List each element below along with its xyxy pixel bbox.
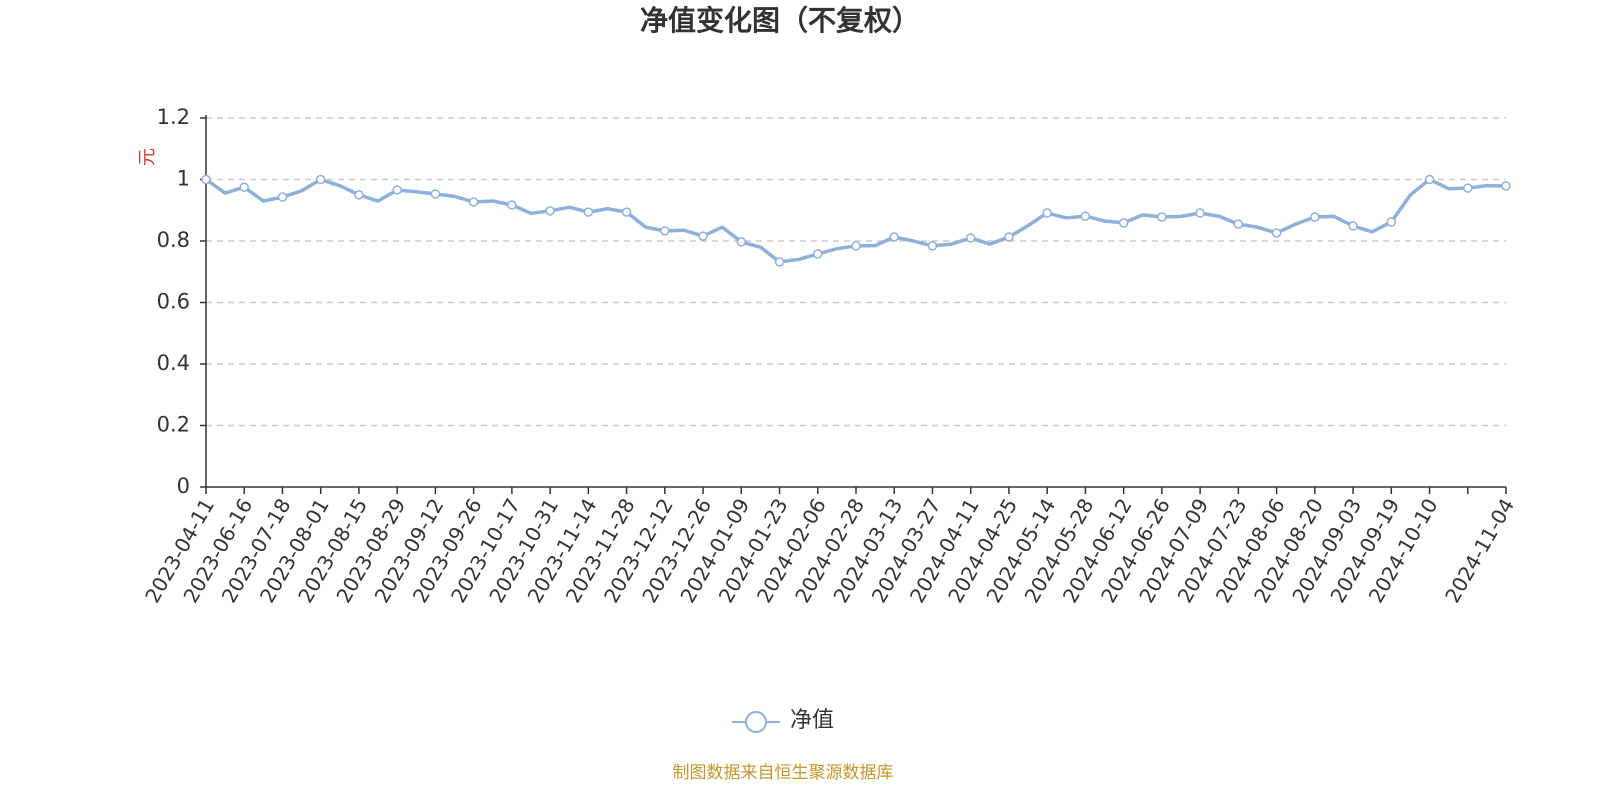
y-tick-label: 0.2	[157, 413, 190, 437]
point	[621, 207, 632, 217]
y-tick-label: 1	[177, 167, 190, 191]
point	[698, 231, 708, 241]
point	[1424, 174, 1435, 185]
point	[1157, 212, 1167, 222]
point	[660, 226, 670, 236]
point	[315, 174, 326, 185]
point	[430, 189, 441, 199]
point	[1233, 219, 1244, 229]
y-tick-label: 1.2	[157, 105, 190, 129]
point	[1271, 228, 1282, 238]
point	[1386, 217, 1397, 227]
point	[277, 192, 288, 202]
point	[1348, 221, 1358, 231]
point	[201, 174, 211, 185]
point	[239, 182, 249, 192]
point	[507, 200, 517, 210]
point	[1463, 183, 1473, 193]
y-tick-label: 0.4	[157, 351, 190, 375]
point	[354, 190, 364, 200]
point	[774, 257, 785, 267]
y-tick-label: 0	[177, 474, 190, 498]
point	[736, 237, 747, 247]
point	[889, 232, 899, 242]
x-tick-label: 2024-11-04	[1440, 494, 1519, 607]
point	[583, 207, 594, 217]
point	[1310, 212, 1320, 222]
source-note: 制图数据来自恒生聚源数据库	[673, 763, 894, 783]
point	[1195, 208, 1205, 218]
y-axis-label: 元	[137, 148, 158, 166]
point	[392, 185, 402, 195]
point	[851, 241, 861, 251]
point	[468, 197, 479, 207]
y-tick-label: 0.6	[157, 290, 190, 314]
point	[1118, 218, 1129, 228]
point	[1080, 211, 1091, 221]
point	[545, 206, 555, 216]
legend-marker	[745, 711, 767, 733]
point	[1501, 181, 1511, 191]
point	[1042, 208, 1052, 218]
point	[927, 241, 938, 251]
point	[965, 233, 976, 243]
legend-label: 净值	[790, 708, 834, 733]
point	[1004, 232, 1014, 242]
chart-title: 净值变化图（不复权）	[640, 4, 920, 37]
y-tick-label: 0.8	[157, 228, 190, 252]
point	[813, 249, 823, 259]
